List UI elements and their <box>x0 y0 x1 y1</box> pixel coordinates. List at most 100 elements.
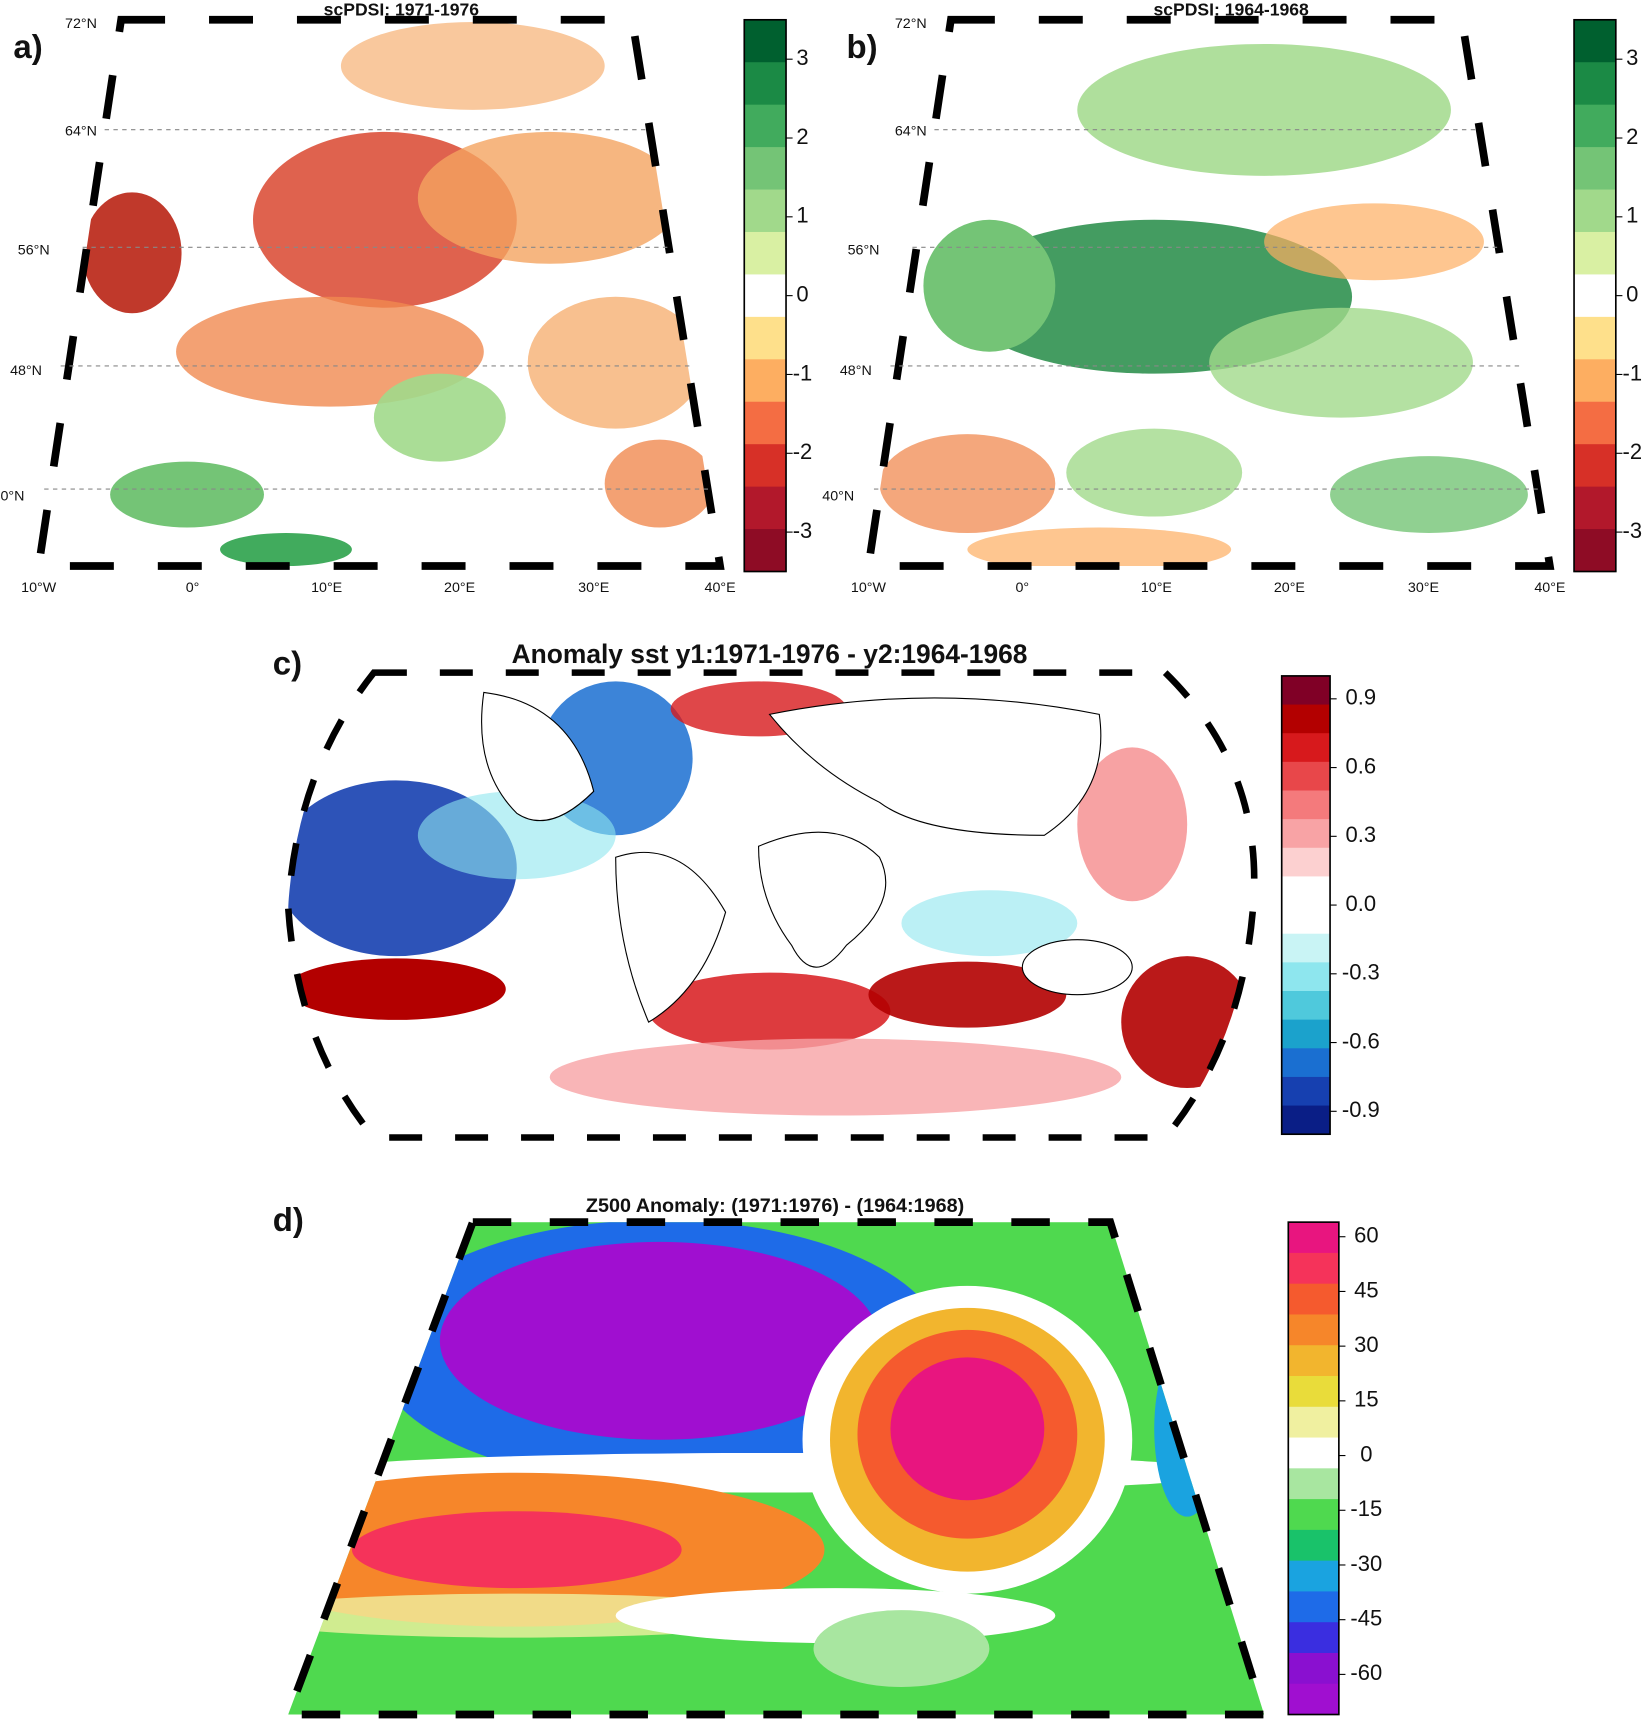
map-a <box>38 19 721 567</box>
lat-label: 56°N <box>18 242 50 258</box>
colorbar-swatch <box>1288 1252 1339 1285</box>
colorbar-swatch <box>1574 189 1616 233</box>
colorbar-tick-label: -2 <box>793 439 813 464</box>
lat-label: 64°N <box>65 124 97 140</box>
colorbar-swatch <box>1288 1560 1339 1592</box>
map-frame <box>34 15 725 570</box>
lon-label: 20°E <box>444 580 475 596</box>
colorbar-tick-label: -0.9 <box>1342 1097 1380 1122</box>
lon-label: 10°W <box>21 580 57 596</box>
panel-title: scPDSI: 1964-1968 <box>1153 0 1309 20</box>
colorbar-swatch <box>1574 316 1616 360</box>
colorbar-frame <box>1287 1221 1340 1716</box>
lon-label: 10°W <box>851 580 887 596</box>
colorbar-tick-label: 30 <box>1354 1332 1378 1357</box>
colorbar-swatch <box>1281 962 1331 992</box>
panel-title: Z500 Anomaly: (1971:1976) - (1964:1968) <box>586 1195 964 1217</box>
colorbar-swatch <box>1288 1283 1339 1316</box>
colorbar-tick-label: -30 <box>1350 1551 1382 1576</box>
lat-label: 40°N <box>0 489 24 505</box>
lon-label: 0° <box>186 580 200 596</box>
lon-label: 20°E <box>1274 580 1305 596</box>
colorbar-swatch <box>1288 1499 1339 1531</box>
colorbar-swatch <box>1574 19 1616 63</box>
colorbar-tick-label: 3 <box>1626 45 1638 70</box>
colorbar-swatch <box>1288 1622 1339 1654</box>
colorbar-tick-label: -1 <box>793 360 813 385</box>
map-d <box>288 1222 1265 1715</box>
colorbar-tick-label: 15 <box>1354 1387 1378 1412</box>
colorbar-tick-label: 1 <box>1626 203 1638 228</box>
graticule <box>44 129 1539 490</box>
lon-label: 0° <box>1016 580 1030 596</box>
colorbar-swatch <box>1281 819 1331 849</box>
colorbar-swatch <box>744 316 787 360</box>
colorbar-swatch <box>744 231 787 275</box>
colorbar-swatch <box>1574 147 1616 191</box>
colorbar-swatch <box>1288 1468 1339 1500</box>
lat-label: 64°N <box>895 124 927 140</box>
panel-label: a) <box>13 28 42 65</box>
colorbar-swatch <box>1574 231 1616 275</box>
map-frame <box>863 15 1555 570</box>
colorbar-tick-label: 0 <box>1626 281 1638 306</box>
panel-title: scPDSI: 1971-1976 <box>324 0 480 20</box>
panel-label: c) <box>273 645 302 682</box>
colorbar-swatch <box>1574 486 1616 530</box>
colorbar-swatch <box>744 274 787 318</box>
map-b <box>868 19 1550 567</box>
colorbar-swatch <box>1281 704 1331 734</box>
colorbar-swatch <box>1281 905 1331 935</box>
lat-label: 72°N <box>895 16 927 32</box>
lat-label: 40°N <box>822 489 854 505</box>
map-frame <box>284 669 1258 1141</box>
colorbar-tick-label: 0.6 <box>1346 753 1377 778</box>
colorbar-swatch <box>1281 1019 1331 1049</box>
colorbar-tick-label: 0.3 <box>1346 822 1377 847</box>
lon-label: 10°E <box>311 580 342 596</box>
colorbar-tick-label: 2 <box>796 124 808 149</box>
lat-label: 48°N <box>10 363 42 379</box>
map-c <box>288 672 1255 1138</box>
colorbar-swatch <box>744 104 787 148</box>
lon-label: 40°E <box>1534 580 1565 596</box>
colorbar-swatch <box>744 189 787 233</box>
colorbar-tick-label: -3 <box>793 518 813 543</box>
colorbar-swatch <box>1288 1314 1339 1346</box>
lat-label: 72°N <box>65 16 97 32</box>
colorbar-tick-label: 0 <box>796 281 808 306</box>
colorbar-swatch <box>1574 104 1616 148</box>
colorbar-swatch <box>1288 1376 1339 1408</box>
colorbar-swatch <box>744 62 787 106</box>
colorbar-tick-label: -0.3 <box>1342 960 1380 985</box>
colorbar-swatch <box>1281 1076 1331 1107</box>
lon-label: 30°E <box>1408 580 1439 596</box>
colorbar-tick-label: -0.6 <box>1342 1028 1380 1053</box>
colorbar-tick-label: -45 <box>1350 1605 1382 1630</box>
colorbar-swatch <box>1281 876 1331 906</box>
colorbar-swatch <box>1281 761 1331 792</box>
colorbar-swatch <box>1574 529 1616 573</box>
lat-label: 48°N <box>840 363 872 379</box>
colorbar-swatch <box>1574 359 1616 403</box>
colorbar-swatch <box>1288 1406 1339 1439</box>
colorbar-tick-label: 2 <box>1626 124 1638 149</box>
colorbar-swatch <box>1281 1048 1331 1078</box>
colorbar-swatch <box>1574 401 1616 445</box>
colorbar-swatch <box>1281 733 1331 763</box>
panel-label: d) <box>273 1201 304 1238</box>
colorbar-swatch <box>1574 274 1616 318</box>
colorbar-swatch <box>744 359 787 403</box>
colorbar-swatch <box>1281 790 1331 820</box>
colorbar-swatch <box>1281 1105 1331 1135</box>
colorbar-tick-label: -15 <box>1350 1496 1382 1521</box>
colorbar-tick-label: 45 <box>1354 1277 1378 1302</box>
colorbar-tick-label: -1 <box>1623 360 1643 385</box>
colorbar-swatch <box>1288 1345 1339 1377</box>
lon-label: 40°E <box>705 580 736 596</box>
colorbar-swatch <box>1288 1437 1339 1469</box>
colorbar-tick-label: 0.0 <box>1346 891 1377 916</box>
colorbar-swatch <box>1574 444 1616 488</box>
colorbar-swatch <box>1288 1591 1339 1623</box>
colorbar-swatch <box>1288 1652 1339 1685</box>
